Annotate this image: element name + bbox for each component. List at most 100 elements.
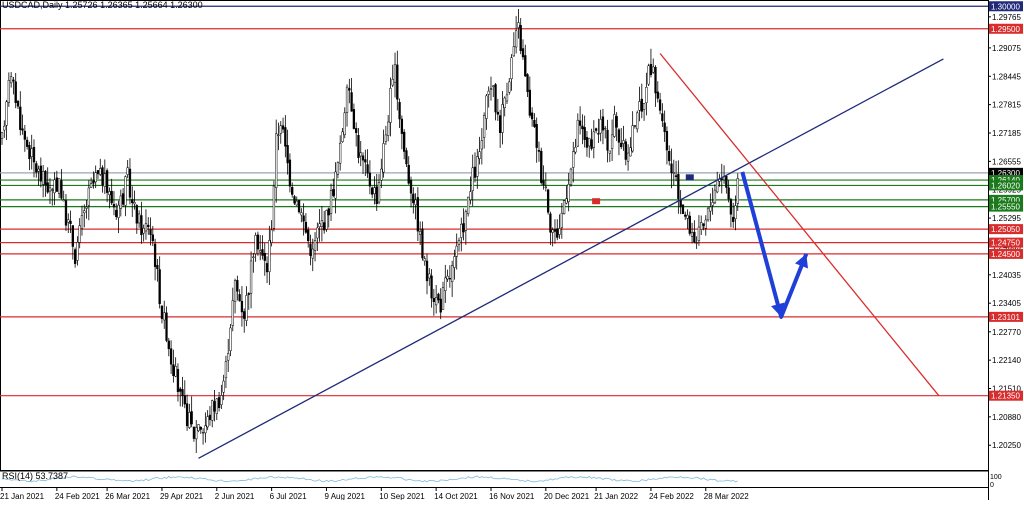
candle [41,165,45,198]
candle [572,141,575,183]
candle [709,193,712,222]
candle [439,288,442,320]
candle [352,103,356,130]
candle-body [41,171,45,185]
candle-body [5,101,8,126]
candle-body [565,198,568,204]
candle-body [686,214,689,219]
candle [21,114,24,135]
candle [318,209,321,242]
candle [172,349,175,383]
symbol-info: USDCAD,Daily 1.25726 1.26365 1.25664 1.2… [2,0,203,10]
candle [169,340,173,374]
candle-body [149,229,152,235]
candle [537,141,541,162]
candle [128,158,132,205]
candle-body [583,127,586,140]
candle [181,376,184,407]
level-label: 1.25700 [991,196,1020,205]
candle [245,286,248,327]
candle [437,292,440,304]
candle-body [245,295,248,321]
candle-body [28,145,31,160]
candle-body [131,199,134,204]
candle-body [489,88,493,91]
candle [190,396,193,428]
candle-body [528,89,531,116]
candle-body [631,125,634,152]
candle-body [647,65,650,85]
candle [94,165,97,189]
candle-body [407,164,410,184]
candle [590,128,593,151]
candle [32,139,36,178]
candle-body [478,151,481,159]
candle-body [642,103,646,110]
candle-body [23,130,27,140]
y-tick-label: 1.21510 [992,385,1021,394]
candle [288,153,292,193]
candle [588,137,591,158]
rsi-scale-bottom: 0 [990,482,994,489]
candle-body [147,224,150,227]
candle [37,165,40,186]
candle [12,76,15,95]
candle [117,200,120,234]
candle [674,160,678,182]
candle-body [368,172,372,187]
candle-body [227,353,230,361]
candle-body [92,180,95,184]
candle [334,162,337,214]
candle [720,163,723,194]
level-label-bg [989,175,1023,186]
candle [583,115,586,148]
candle-body [307,229,310,242]
candle [297,199,301,214]
candle [512,32,515,57]
candle [407,156,410,185]
candle-body [535,124,538,148]
candle [658,92,662,115]
candle-body [629,147,632,157]
candle-body [480,140,484,150]
candle-body [215,398,218,414]
candle-body [277,134,280,136]
candle-body [57,178,61,194]
candle-body [142,227,145,234]
candle [35,160,38,178]
candle [302,203,305,236]
candle [553,219,557,244]
candle-body [37,168,40,172]
candle [188,403,191,430]
candle [309,234,312,266]
candle [501,90,504,145]
candle [594,127,598,134]
candle-body [519,25,522,51]
candle-body [243,311,246,319]
candle [293,195,296,205]
candle [542,165,545,190]
candle [727,180,730,203]
candle-body [604,127,607,130]
candle-body [73,249,77,264]
candle-body [341,131,344,143]
candle-body [206,416,209,428]
candle [304,213,308,234]
candle [140,201,143,244]
candle-body [622,140,625,144]
candle [428,268,431,286]
candle-body [494,84,497,113]
candle-body [693,231,696,243]
trendline-rising-support [198,58,944,459]
candle-body [12,79,15,82]
candle [469,176,472,205]
candle [371,186,374,199]
candle [206,410,209,431]
candle [357,128,360,164]
y-tick-label: 1.26555 [992,157,1021,166]
candle-body [569,168,573,185]
candle [462,208,465,241]
candle [5,99,8,141]
